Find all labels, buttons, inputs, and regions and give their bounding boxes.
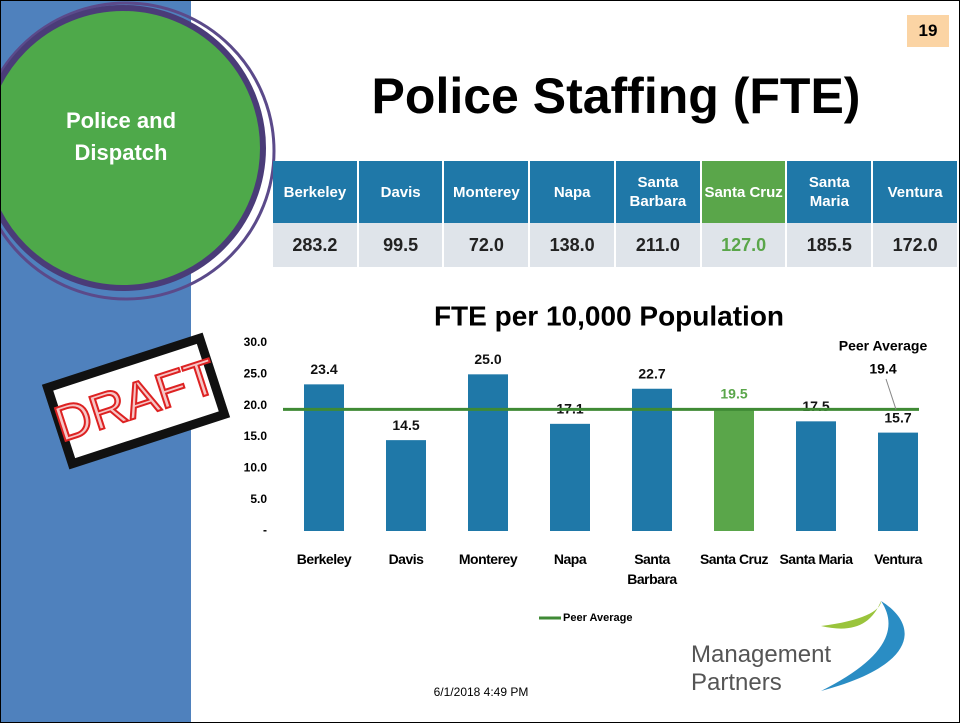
- table-cell: 211.0: [616, 223, 700, 267]
- table-cell: 127.0: [701, 223, 786, 267]
- table-header: Napa: [530, 161, 615, 223]
- table-cell: 72.0: [444, 223, 529, 267]
- table-header: Santa Barbara: [616, 161, 700, 223]
- y-tick-label: 5.0: [250, 492, 267, 506]
- bar: [304, 384, 344, 531]
- table-cell: 99.5: [358, 223, 443, 267]
- date: 6/1/2018 4:49 PM: [433, 685, 529, 699]
- y-tick-label: 25.0: [244, 367, 268, 381]
- data-label: 14.5: [392, 417, 419, 433]
- bar: [550, 423, 590, 531]
- y-tick-label: 15.0: [244, 429, 268, 443]
- y-tick-label: -: [263, 523, 267, 537]
- bar: [632, 388, 672, 531]
- annotation: Peer Average: [839, 338, 928, 354]
- draft-stamp: DRAFT: [41, 332, 231, 470]
- bar: [714, 408, 754, 531]
- table-header: Santa Maria: [787, 161, 872, 223]
- table-header: Berkeley: [273, 161, 357, 223]
- table-header: Davis: [358, 161, 443, 223]
- leader-line: [885, 378, 897, 410]
- data-label: 25.0: [474, 351, 501, 367]
- y-tick-label: 20.0: [244, 398, 268, 412]
- x-tick-label: Ventura: [874, 551, 922, 567]
- x-tick-label: Santa Cruz: [699, 551, 769, 567]
- logo-text: Management: [691, 641, 832, 668]
- table-header: Monterey: [444, 161, 529, 223]
- table-cell: 185.5: [787, 223, 872, 267]
- legend-label: Peer Average: [563, 612, 633, 624]
- table-header: Ventura: [873, 161, 957, 223]
- chart-title: FTE per 10,000 Population: [434, 300, 784, 331]
- table-header: Santa Cruz: [701, 161, 786, 223]
- x-tick-label: Monterey: [458, 551, 518, 567]
- table-cell: 138.0: [530, 223, 615, 267]
- bar: [468, 374, 508, 531]
- staffing-table: Berkeley Davis Monterey Napa Santa Barbara Sa…: [271, 161, 959, 267]
- slide-title: Police Staffing (FTE): [371, 68, 861, 124]
- x-tick-label: Berkeley: [296, 551, 352, 567]
- y-tick-label: 10.0: [244, 461, 268, 475]
- x-tick-label: Davis: [388, 551, 424, 567]
- x-tick-label: Santa Barbara: [627, 551, 677, 587]
- bar: [878, 432, 918, 531]
- table-cell: 283.2: [273, 223, 357, 267]
- data-label: 15.7: [884, 409, 911, 425]
- data-label: 23.4: [310, 361, 337, 377]
- table-cell: 172.0: [873, 223, 957, 267]
- bar: [796, 421, 836, 531]
- logo-text: Partners: [691, 669, 782, 696]
- y-tick-label: 30.0: [244, 335, 268, 349]
- x-tick-label: Santa Maria: [779, 551, 853, 567]
- data-label: 17.5: [802, 398, 829, 414]
- annotation-value: 19.4: [869, 361, 896, 377]
- section-label: Police and Dispatch: [65, 108, 177, 165]
- data-label: 19.5: [720, 386, 747, 402]
- bar: [386, 440, 426, 531]
- x-tick-label: Napa: [553, 551, 587, 567]
- data-label: 22.7: [638, 365, 665, 381]
- slide-number: 19: [907, 15, 949, 47]
